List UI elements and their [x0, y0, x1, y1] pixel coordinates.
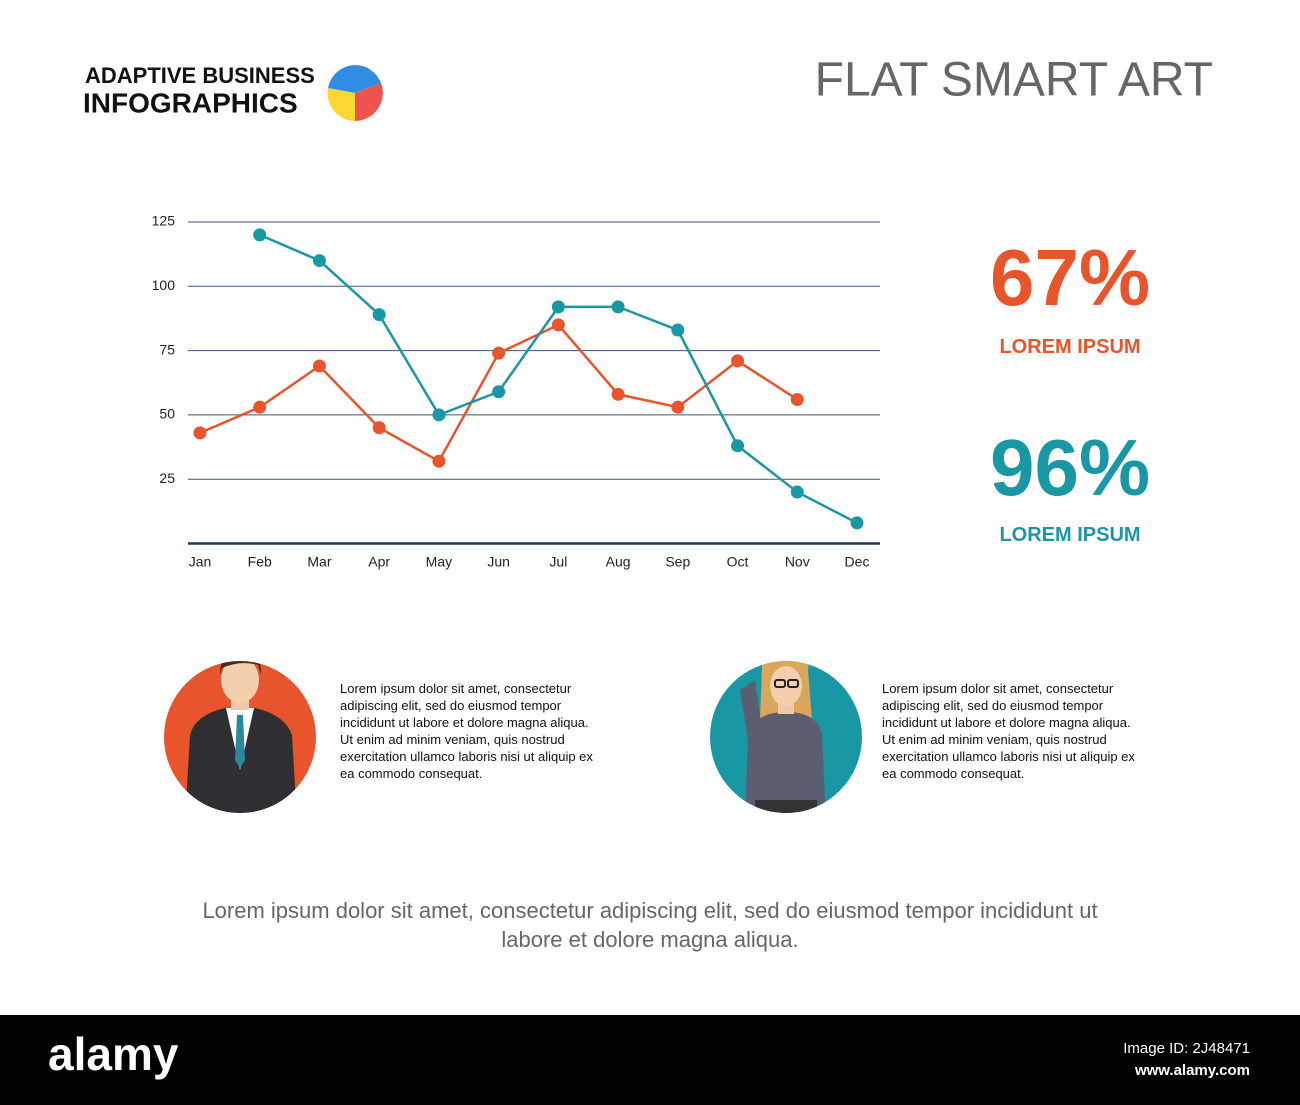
- data-point: [731, 354, 745, 368]
- avatar-man: [164, 661, 316, 813]
- x-tick-label: Oct: [727, 554, 749, 570]
- stat-value: 67%: [990, 233, 1151, 322]
- brand-line1: ADAPTIVE BUSINESS: [85, 63, 315, 88]
- stat-value: 96%: [990, 423, 1151, 512]
- x-tick-label: May: [426, 554, 452, 570]
- x-tick-label: Jan: [189, 554, 212, 570]
- y-tick-label: 75: [159, 341, 175, 357]
- profile-text: Lorem ipsum dolor sit amet, consectetur …: [882, 681, 1135, 781]
- x-tick-label: Sep: [665, 554, 690, 570]
- stat-label: LOREM IPSUM: [999, 524, 1141, 546]
- x-tick-label: Jun: [487, 554, 510, 570]
- logo-pie: [327, 65, 383, 121]
- profile-text: Lorem ipsum dolor sit amet, consectetur …: [340, 681, 593, 781]
- data-point: [432, 408, 446, 422]
- data-point: [671, 323, 685, 337]
- data-point: [551, 318, 565, 332]
- x-tick-label: Mar: [307, 554, 331, 570]
- y-tick-label: 25: [159, 470, 175, 486]
- y-tick-label: 100: [152, 277, 176, 293]
- data-point: [492, 346, 506, 360]
- stat-label: LOREM IPSUM: [999, 336, 1141, 358]
- data-point: [312, 254, 326, 268]
- data-point: [731, 439, 745, 453]
- brand-line2: INFOGRAPHICS: [83, 87, 298, 118]
- data-point: [551, 300, 565, 314]
- data-point: [253, 228, 267, 242]
- data-point: [611, 387, 625, 401]
- watermark-id: Image ID: 2J48471: [1123, 1040, 1250, 1057]
- data-point: [790, 485, 804, 499]
- data-point: [193, 426, 207, 440]
- watermark-site: www.alamy.com: [1134, 1062, 1250, 1079]
- data-point: [671, 400, 685, 414]
- y-tick-label: 125: [152, 213, 176, 229]
- data-point: [850, 516, 864, 530]
- watermark-bar: [0, 1015, 1300, 1105]
- data-point: [790, 392, 804, 406]
- watermark-brand: alamy: [48, 1028, 179, 1080]
- x-tick-label: Jul: [549, 554, 567, 570]
- x-tick-label: Apr: [368, 554, 390, 570]
- x-tick-label: Nov: [785, 554, 810, 570]
- data-point: [372, 421, 386, 435]
- x-tick-label: Dec: [845, 554, 870, 570]
- data-point: [432, 454, 446, 468]
- x-tick-label: Aug: [606, 554, 631, 570]
- avatar-woman: [710, 661, 862, 813]
- data-point: [312, 359, 326, 373]
- data-point: [253, 400, 267, 414]
- x-tick-label: Feb: [248, 554, 272, 570]
- y-tick-label: 50: [159, 406, 175, 422]
- page-title: FLAT SMART ART: [815, 54, 1213, 107]
- footer-text: Lorem ipsum dolor sit amet, consectetur …: [202, 898, 1098, 952]
- data-point: [492, 385, 506, 399]
- data-point: [611, 300, 625, 314]
- data-point: [372, 308, 386, 322]
